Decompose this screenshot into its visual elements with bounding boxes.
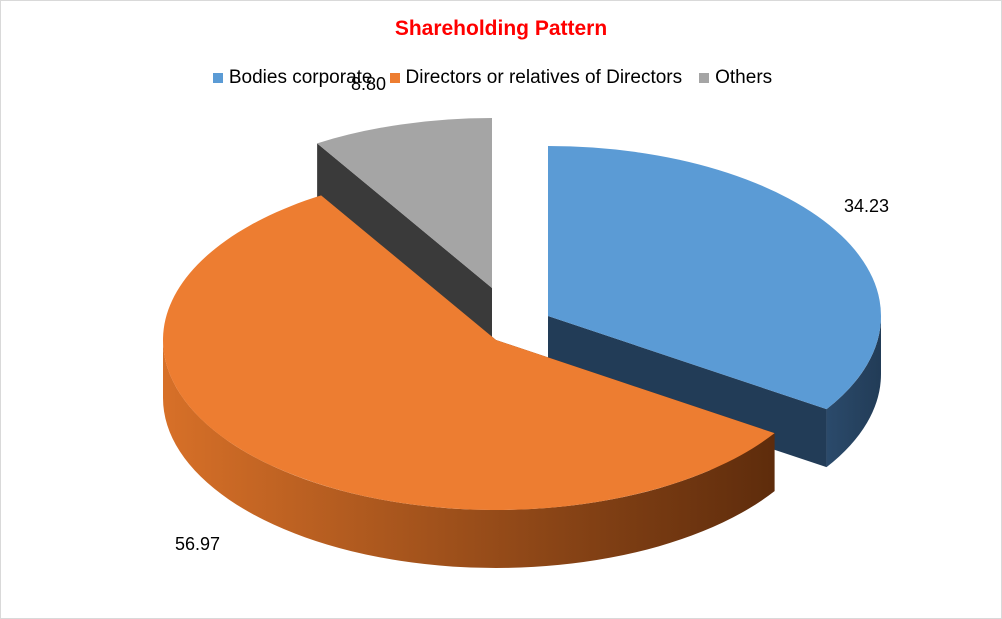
legend-label-others: Others	[715, 67, 773, 88]
pie-slice-others	[317, 118, 492, 288]
legend: Bodies corporate Directors or relatives …	[1, 67, 1001, 89]
legend-swatch-others	[699, 73, 710, 83]
chart-title: Shareholding Pattern	[394, 17, 608, 40]
pie-wall-others-start	[317, 143, 492, 346]
legend-item-directors: Directors or relatives of Directors	[389, 67, 683, 89]
pie-side-bodies-corporate	[826, 316, 882, 468]
legend-label-directors: Directors or relatives of Directors	[405, 67, 683, 88]
legend-item-bodies-corporate: Bodies corporate	[212, 67, 373, 89]
data-label-bodies-corporate: 34.23	[844, 196, 890, 216]
legend-label-bodies-corporate: Bodies corporate	[228, 67, 373, 88]
data-label-directors: 56.97	[175, 534, 221, 554]
legend-swatch-directors	[389, 73, 400, 83]
data-label-others: 8.80	[351, 74, 387, 94]
pie-side-directors	[163, 340, 775, 569]
legend-swatch-bodies-corporate	[212, 73, 223, 83]
pie-slice-bodies-corporate	[548, 146, 882, 410]
pie-slice-directors	[163, 195, 775, 510]
legend-item-others: Others	[699, 67, 772, 89]
